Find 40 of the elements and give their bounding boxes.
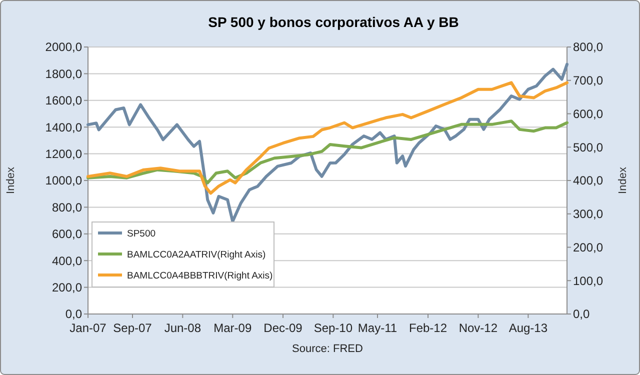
x-tick-label: Aug-13 (508, 321, 548, 335)
legend-label: BAMLCC0A2AATRIV(Right Axis) (127, 249, 266, 260)
x-tick-label: May-11 (358, 321, 398, 335)
y-tick-label: 600,0 (52, 227, 82, 242)
y-tick-label: 1600,0 (45, 94, 82, 108)
chart-title: SP 500 y bonos corporativos AA y BB (208, 14, 459, 30)
y-tick-label: 1000,0 (45, 174, 82, 188)
x-tick-label: Sep-10 (314, 321, 353, 335)
y2-tick-label: 400,0 (573, 174, 604, 188)
y2-tick-label: 800,0 (573, 40, 604, 54)
y2-axis-title: Index (617, 166, 629, 194)
y-tick-label: 400,0 (52, 254, 82, 268)
line-series (86, 120, 568, 184)
x-tick-label: Nov-12 (458, 321, 498, 335)
x-tick-label: Dec-09 (264, 321, 303, 335)
x-tick-label: Sep-07 (113, 321, 152, 335)
y-tick-label: 1400,0 (45, 120, 82, 134)
y-tick-label: 800,0 (52, 200, 82, 214)
source-note: Source: FRED (292, 343, 364, 355)
y-tick-label: 1200,0 (45, 147, 82, 161)
y2-tick-label: 0,0 (573, 307, 590, 322)
y-tick-label: 2000,0 (45, 40, 82, 54)
x-tick-label: Jun-08 (164, 321, 202, 335)
y2-tick-label: 600,0 (573, 106, 604, 121)
line-series (86, 81, 568, 195)
y-tick-label: 1800,0 (45, 66, 82, 81)
y2-tick-label: 100,0 (573, 274, 604, 288)
legend-label: SP500 (127, 228, 156, 240)
x-tick-label: Mar-09 (214, 321, 252, 335)
y2-tick-label: 500,0 (573, 140, 604, 154)
y2-tick-label: 700,0 (573, 74, 604, 88)
line-series (86, 62, 568, 223)
y-tick-label: 0,0 (65, 307, 82, 322)
x-tick-label: Feb-12 (409, 321, 448, 335)
y-tick-label: 200,0 (52, 280, 82, 294)
x-tick-label: Jan-07 (70, 321, 107, 335)
legend-label: BAMLCC0A4BBBTRIV(Right Axis) (127, 270, 273, 282)
y2-tick-label: 300,0 (573, 207, 604, 222)
y-axis-title: Index (5, 166, 17, 194)
y2-tick-label: 200,0 (573, 240, 604, 254)
